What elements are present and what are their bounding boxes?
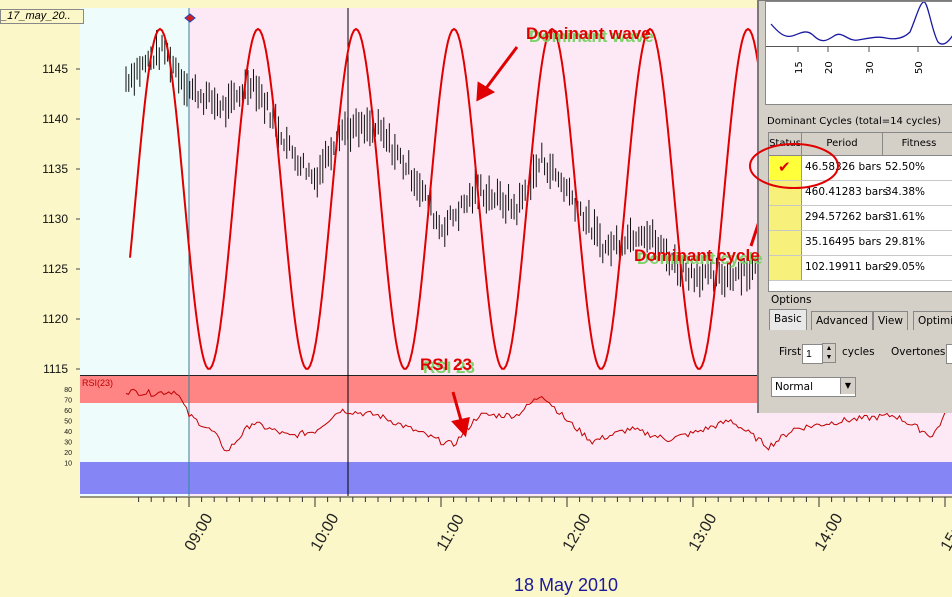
price-tick-label: 1145 [42,62,68,76]
price-tick-label: 1130 [42,212,68,226]
rsi-label: RSI(23) [82,378,113,388]
cycle-status-checkbox[interactable] [769,231,802,255]
spectrum-tick-label: 20 [824,61,835,74]
tab-optimize[interactable]: Optimiz [913,311,952,330]
annotation-dominant-wave: Dominant wave Dominant wave [526,24,654,46]
col-fitness[interactable]: Fitness [883,133,952,156]
cycle-fitness: 52.50% [885,161,926,173]
cycle-fitness: 29.05% [885,261,926,273]
dominant-cycles-title: Dominant Cycles (total=14 cycles) [767,116,941,127]
overtones-input[interactable] [946,344,952,364]
rsi-line [125,388,946,452]
price-tick-label: 1125 [42,262,68,276]
price-axis: 1145 1140 1135 1130 1125 1120 1115 [42,62,80,376]
time-tick-label: 13:00 [686,511,721,554]
spectrum-tick-label: 15 [794,61,805,74]
cycle-marker-icon [184,13,196,23]
time-tick-label: 12:00 [560,511,595,554]
rsi-tick-label: 80 [64,387,72,394]
cycle-row[interactable]: 294.57262 bars 31.61% [769,206,952,231]
arrowhead-dominant-wave [476,81,496,102]
cycle-status-checkbox[interactable] [769,181,802,205]
spectrum-tick-label: 50 [914,61,925,74]
annotation-dominant-cycle: Dominant cycle Dominant cycle [634,246,763,268]
rsi-tick-label: 60 [64,408,72,415]
mode-select[interactable]: Normal ▼ [771,377,856,397]
tab-advanced[interactable]: Advanced [811,311,873,330]
cycle-status-checkbox[interactable]: ✔ [769,156,802,180]
cycle-fitness: 31.61% [885,211,926,223]
first-label: First [779,346,802,358]
time-tick-label: 11:00 [434,512,468,554]
price-tick-label: 1140 [42,112,68,126]
cycle-period: 46.58326 bars [805,161,882,173]
rsi-tick-label: 20 [64,450,72,457]
cycle-row[interactable]: ✔ 46.58326 bars 52.50% [769,156,952,181]
rsi-tick-label: 40 [64,429,72,436]
cycle-row[interactable]: 460.41283 bars 34.38% [769,181,952,206]
cycle-fitness: 34.38% [885,186,926,198]
cycle-status-checkbox[interactable] [769,256,802,280]
cycle-period: 102.19911 bars [805,261,889,273]
cycle-period: 294.57262 bars [805,211,889,223]
arrow-rsi [451,391,464,425]
cycle-fitness: 29.81% [885,236,926,248]
cycles-grid[interactable]: Status Period Fitness ✔ 46.58326 bars 52… [768,132,952,292]
rsi-axis: 80 70 60 50 40 30 20 10 [64,387,72,468]
first-cycles-spinner[interactable]: ▲ ▼ [822,343,836,363]
cycle-period: 460.41283 bars [805,186,889,198]
check-icon: ✔ [778,158,791,176]
time-axis: 09:00 10:00 11:00 12:00 13:00 14:00 15:00 [138,497,952,554]
rsi-tick-label: 10 [64,461,72,468]
first-cycles-input[interactable]: 1 [802,344,823,364]
dominant-wave-line [129,27,761,370]
annotation-rsi: RSI 23 RSI 23 [420,355,475,377]
col-status[interactable]: Status [769,133,802,156]
rsi-oversold-zone [80,462,952,494]
spectrum-tick-label: 30 [865,61,876,74]
arrow-dominant-wave [482,46,519,92]
cycles-label: cycles [842,346,875,358]
spectrum-plot: 15 20 30 50 [765,1,952,105]
rsi-tick-label: 70 [64,398,72,405]
chart-tag[interactable]: _17_may_20.. [0,9,84,24]
date-label: 18 May 2010 [514,575,618,595]
rsi-tick-label: 50 [64,419,72,426]
options-label: Options [771,294,812,306]
chevron-down-icon[interactable]: ▼ [840,378,855,394]
time-tick-label: 15:00 [938,511,952,554]
overtones-label: Overtones [891,346,946,358]
time-tick-label: 09:00 [182,511,217,554]
cycle-period: 35.16495 bars [805,236,882,248]
tab-view[interactable]: View [873,311,908,330]
spectrum-line [770,2,952,45]
price-tick-label: 1135 [42,162,68,176]
col-period[interactable]: Period [802,133,883,156]
time-tick-label: 10:00 [308,511,343,554]
tab-basic[interactable]: Basic [769,309,807,330]
rsi-tick-label: 30 [64,440,72,447]
time-tick-label: 14:00 [812,511,847,554]
price-tick-label: 1115 [43,362,68,376]
cycle-row[interactable]: 35.16495 bars 29.81% [769,231,952,256]
dominant-cycles-panel: 15 20 30 50 Dominant Cycles (total=14 cycle… [757,0,952,413]
cycle-status-checkbox[interactable] [769,206,802,230]
price-tick-label: 1120 [42,312,68,326]
arrowhead-rsi [451,417,470,438]
cycle-row[interactable]: 102.19911 bars 29.05% [769,256,952,281]
mode-select-value: Normal [775,381,813,393]
